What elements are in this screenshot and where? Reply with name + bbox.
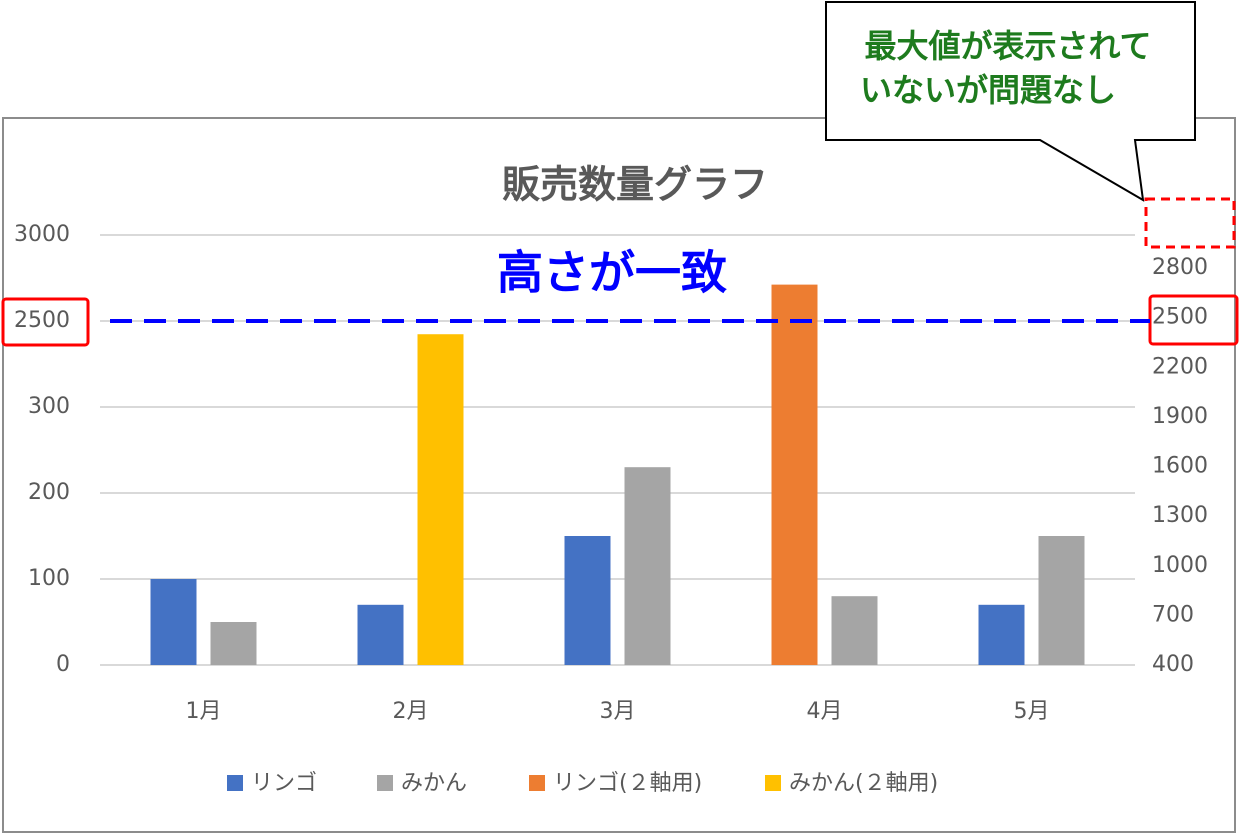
- x-tick-label: 2月: [393, 699, 429, 724]
- y-tick-label: 3000: [14, 222, 70, 247]
- legend-swatch: [765, 775, 781, 791]
- bar: [564, 536, 611, 665]
- plot: 0 100 200 300 2500 3000 400 700 1000 1300 1600 1900…: [14, 222, 1208, 796]
- bar: [978, 604, 1025, 665]
- legend-swatch: [529, 775, 545, 791]
- chart-border: [2, 117, 1236, 833]
- annotation-text: 高さが一致: [497, 246, 727, 300]
- callout-text: 最大値が表示されて: [864, 27, 1151, 65]
- y2-tick-label: 1600: [1152, 454, 1208, 479]
- x-tick-label: 4月: [807, 699, 843, 724]
- bar: [357, 604, 404, 665]
- callout: [825, 1, 1196, 202]
- y2-tick-label: 700: [1152, 602, 1194, 627]
- highlight-box: [1, 297, 90, 347]
- y2-tick-label: 2200: [1152, 354, 1208, 379]
- bar: [831, 596, 878, 665]
- y2-tick-label: 1900: [1152, 404, 1208, 429]
- y2-tick-label: 400: [1152, 652, 1194, 677]
- bar: [771, 284, 818, 665]
- y2-tick-label: 2500: [1152, 305, 1208, 330]
- legend-label: みかん(２軸用): [789, 771, 938, 796]
- y2-tick-label: 2800: [1152, 255, 1208, 280]
- legend-swatch: [227, 775, 243, 791]
- legend-label: リンゴ: [251, 771, 317, 796]
- bar: [417, 334, 464, 665]
- legend-label: リンゴ(２軸用): [553, 771, 702, 796]
- bar: [150, 579, 197, 665]
- x-tick-label: 3月: [600, 699, 636, 724]
- callout-text: いないが問題なし: [860, 71, 1116, 109]
- y-tick-label: 200: [28, 480, 70, 505]
- y-tick-label: 0: [56, 652, 70, 677]
- y2-tick-label: 1000: [1152, 553, 1208, 578]
- y-tick-label: 2500: [14, 308, 70, 333]
- x-tick-label: 1月: [186, 699, 222, 724]
- y-tick-label: 100: [28, 566, 70, 591]
- legend-label: みかん: [401, 771, 467, 796]
- bar: [210, 622, 257, 665]
- bar: [1038, 536, 1085, 665]
- legend-swatch: [377, 775, 393, 791]
- x-tick-label: 5月: [1014, 699, 1050, 724]
- bar: [624, 467, 671, 665]
- chart-title: 販売数量グラフ: [502, 163, 768, 207]
- highlight-box: [1144, 197, 1236, 249]
- y-tick-label: 300: [28, 394, 70, 419]
- y2-tick-label: 1300: [1152, 503, 1208, 528]
